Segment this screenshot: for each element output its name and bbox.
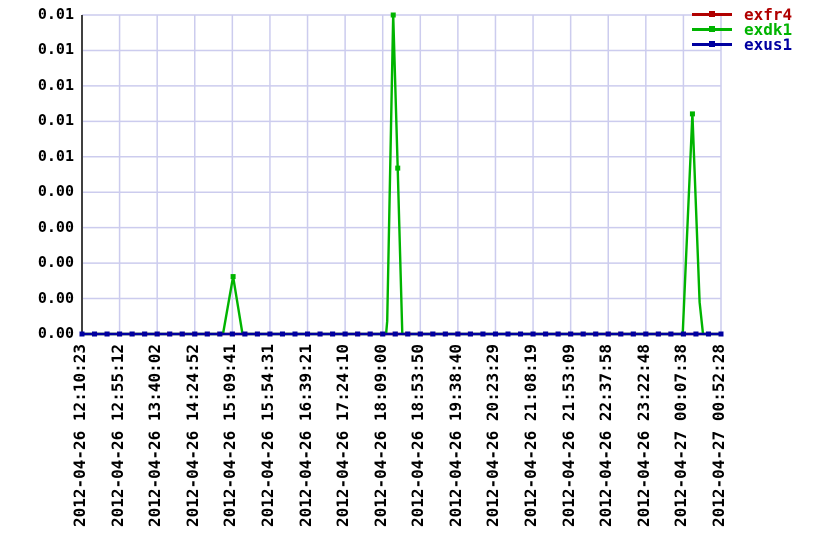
- data-point-marker: [254, 331, 260, 337]
- y-tick-label: 0.01: [37, 111, 74, 130]
- x-tick-label: 2012-04-26 15:54:31: [257, 344, 277, 528]
- data-point-marker: [705, 331, 711, 337]
- legend-square-marker-icon: [709, 41, 715, 47]
- spike-peak-marker: [395, 165, 401, 171]
- x-tick-label: 2012-04-26 18:09:00: [370, 344, 390, 528]
- x-tick-label: 2012-04-26 13:40:02: [145, 344, 165, 528]
- x-tick-label: 2012-04-26 22:37:58: [596, 344, 616, 528]
- y-tick-label: 0.00: [37, 324, 74, 342]
- data-point-marker: [718, 331, 724, 337]
- data-point-marker: [292, 331, 298, 337]
- data-point-marker: [530, 331, 536, 337]
- data-point-marker: [630, 331, 636, 337]
- y-tick-label: 0.00: [37, 253, 74, 272]
- legend-label: exfr4: [744, 5, 793, 24]
- x-tick-label: 2012-04-26 12:55:12: [107, 344, 127, 528]
- data-point-marker: [518, 331, 524, 337]
- data-point-marker: [655, 331, 661, 337]
- data-point-marker: [167, 331, 173, 337]
- spike-peak-marker: [390, 12, 396, 18]
- y-tick-label: 0.01: [37, 75, 74, 94]
- data-point-marker: [455, 331, 461, 337]
- data-point-marker: [279, 331, 285, 337]
- data-point-marker: [204, 331, 210, 337]
- x-tick-label: 2012-04-26 20:23:29: [483, 344, 503, 528]
- spike-peak-marker: [230, 274, 236, 280]
- data-point-marker: [693, 331, 699, 337]
- data-point-marker: [129, 331, 135, 337]
- data-point-marker: [192, 331, 198, 337]
- data-point-marker: [154, 331, 160, 337]
- x-tick-label: 2012-04-26 14:24:52: [182, 344, 202, 528]
- data-point-marker: [555, 331, 561, 337]
- spike-peak-marker: [689, 111, 695, 117]
- x-tick-label: 2012-04-26 23:22:48: [633, 344, 653, 528]
- data-point-marker: [467, 331, 473, 337]
- data-point-marker: [317, 331, 323, 337]
- legend-square-marker-icon: [709, 11, 715, 17]
- series-exdk1-line: [82, 13, 721, 336]
- y-tick-label: 0.00: [37, 217, 74, 236]
- data-point-marker: [442, 331, 448, 337]
- data-point-marker: [305, 331, 311, 337]
- data-point-marker: [179, 331, 185, 337]
- data-point-marker: [580, 331, 586, 337]
- data-point-marker: [505, 331, 511, 337]
- x-tick-label: 2012-04-27 00:52:28: [709, 344, 728, 528]
- data-point-marker: [79, 331, 85, 337]
- data-point-marker: [342, 331, 348, 337]
- x-tick-label: 2012-04-27 00:07:38: [671, 344, 691, 528]
- data-point-marker: [680, 331, 686, 337]
- data-point-marker: [405, 331, 411, 337]
- data-point-marker: [480, 331, 486, 337]
- legend: exfr4 exdk1 exus1: [692, 5, 840, 54]
- x-tick-label: 2012-04-26 15:09:41: [220, 344, 240, 528]
- x-tick-label: 2012-04-26 18:53:50: [408, 344, 428, 528]
- y-tick-label: 0.00: [37, 182, 74, 201]
- data-point-marker: [643, 331, 649, 337]
- x-tick-label: 2012-04-26 21:08:19: [521, 344, 541, 528]
- legend-label: exus1: [744, 35, 793, 54]
- data-point-marker: [417, 331, 423, 337]
- data-point-marker: [668, 331, 674, 337]
- data-point-marker: [392, 331, 398, 337]
- x-tick-label: 2012-04-26 19:38:40: [445, 344, 465, 528]
- data-point-marker: [618, 331, 624, 337]
- data-point-marker: [380, 331, 386, 337]
- data-point-marker: [330, 331, 336, 337]
- data-point-marker: [543, 331, 549, 337]
- data-point-marker: [355, 331, 361, 337]
- data-point-marker: [492, 331, 498, 337]
- data-point-marker: [430, 331, 436, 337]
- data-point-marker: [367, 331, 373, 337]
- data-point-marker: [142, 331, 148, 337]
- data-point-marker: [593, 331, 599, 337]
- data-point-marker: [217, 331, 223, 337]
- data-point-marker: [104, 331, 110, 337]
- data-point-marker: [92, 331, 98, 337]
- data-point-marker: [117, 331, 123, 337]
- x-tick-label: 2012-04-26 17:24:10: [333, 344, 353, 528]
- legend-label: exdk1: [744, 20, 793, 39]
- legend-item-exus1: exus1: [692, 35, 840, 54]
- y-tick-label: 0.01: [37, 146, 74, 165]
- legend-item-exdk1: exdk1: [692, 20, 840, 39]
- data-point-marker: [229, 331, 235, 337]
- data-point-marker: [605, 331, 611, 337]
- y-tick-label: 0.01: [37, 5, 74, 23]
- data-point-marker: [242, 331, 248, 337]
- x-tick-label: 2012-04-26 12:10:23: [70, 344, 89, 528]
- x-tick-label: 2012-04-26 21:53:09: [558, 344, 578, 528]
- legend-square-marker-icon: [709, 26, 715, 32]
- legend-item-exfr4: exfr4: [692, 5, 840, 24]
- y-tick-label: 0.00: [37, 288, 74, 307]
- x-tick-label: 2012-04-26 16:39:21: [295, 344, 315, 528]
- data-point-marker: [568, 331, 574, 337]
- y-tick-label: 0.01: [37, 40, 74, 59]
- data-point-marker: [267, 331, 273, 337]
